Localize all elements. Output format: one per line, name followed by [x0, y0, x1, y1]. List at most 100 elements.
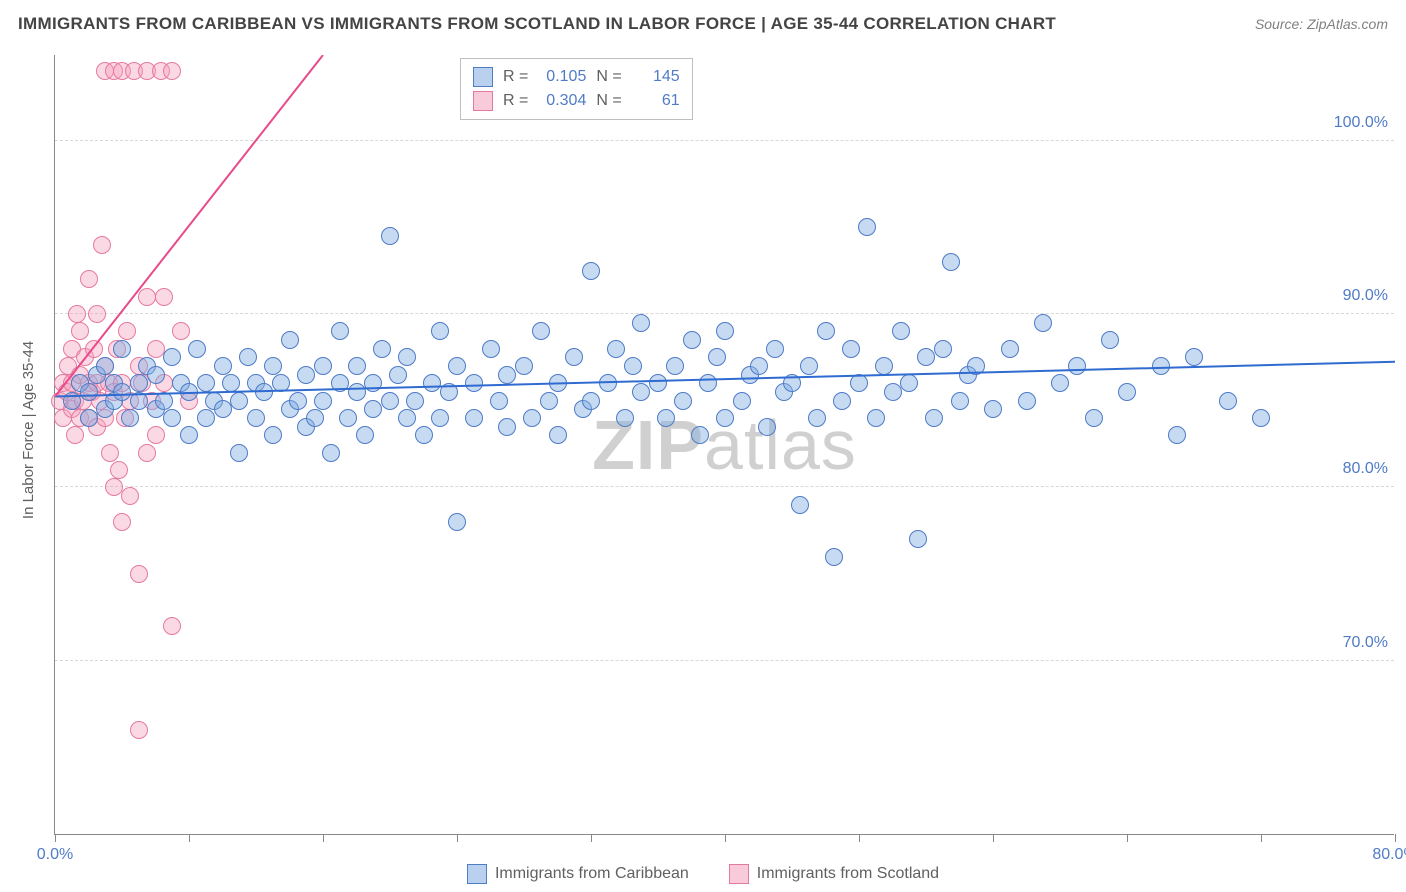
- data-point: [163, 409, 181, 427]
- x-tick: [457, 834, 458, 842]
- title-bar: IMMIGRANTS FROM CARIBBEAN VS IMMIGRANTS …: [18, 14, 1388, 34]
- data-point: [1085, 409, 1103, 427]
- data-point: [130, 392, 148, 410]
- data-point: [1152, 357, 1170, 375]
- data-point: [373, 340, 391, 358]
- data-point: [1219, 392, 1237, 410]
- data-point: [63, 392, 81, 410]
- data-point: [632, 383, 650, 401]
- data-point: [674, 392, 692, 410]
- legend-label: Immigrants from Caribbean: [495, 865, 689, 883]
- data-point: [155, 392, 173, 410]
- data-point: [867, 409, 885, 427]
- grid-line: [55, 140, 1394, 141]
- y-tick-label: 80.0%: [1343, 460, 1388, 478]
- data-point: [281, 331, 299, 349]
- data-point: [1118, 383, 1136, 401]
- data-point: [808, 409, 826, 427]
- data-point: [306, 409, 324, 427]
- data-point: [68, 305, 86, 323]
- data-point: [708, 348, 726, 366]
- data-point: [733, 392, 751, 410]
- data-point: [239, 348, 257, 366]
- data-point: [984, 400, 1002, 418]
- data-point: [540, 392, 558, 410]
- data-point: [699, 374, 717, 392]
- data-point: [180, 383, 198, 401]
- data-point: [1101, 331, 1119, 349]
- x-tick: [859, 834, 860, 842]
- data-point: [289, 392, 307, 410]
- data-point: [314, 392, 332, 410]
- data-point: [71, 322, 89, 340]
- stats-row: R =0.304N =61: [473, 89, 680, 113]
- x-tick: [323, 834, 324, 842]
- data-point: [850, 374, 868, 392]
- data-point: [934, 340, 952, 358]
- data-point: [398, 348, 416, 366]
- data-point: [163, 62, 181, 80]
- y-tick-label: 90.0%: [1343, 287, 1388, 305]
- n-value: 145: [632, 68, 680, 86]
- data-point: [448, 513, 466, 531]
- data-point: [465, 409, 483, 427]
- data-point: [381, 392, 399, 410]
- data-point: [113, 340, 131, 358]
- data-point: [599, 374, 617, 392]
- data-point: [118, 322, 136, 340]
- data-point: [415, 426, 433, 444]
- data-point: [833, 392, 851, 410]
- data-point: [110, 461, 128, 479]
- data-point: [364, 374, 382, 392]
- data-point: [1001, 340, 1019, 358]
- data-point: [691, 426, 709, 444]
- r-label: R =: [503, 92, 528, 110]
- data-point: [88, 305, 106, 323]
- data-point: [389, 366, 407, 384]
- data-point: [147, 426, 165, 444]
- data-point: [842, 340, 860, 358]
- data-point: [657, 409, 675, 427]
- data-point: [322, 444, 340, 462]
- data-point: [230, 444, 248, 462]
- n-value: 61: [632, 92, 680, 110]
- data-point: [130, 374, 148, 392]
- grid-line: [55, 660, 1394, 661]
- data-point: [80, 270, 98, 288]
- data-point: [716, 409, 734, 427]
- data-point: [884, 383, 902, 401]
- data-point: [565, 348, 583, 366]
- data-point: [121, 487, 139, 505]
- data-point: [101, 444, 119, 462]
- x-tick: [591, 834, 592, 842]
- data-point: [624, 357, 642, 375]
- data-point: [172, 322, 190, 340]
- data-point: [1252, 409, 1270, 427]
- data-point: [1018, 392, 1036, 410]
- data-point: [817, 322, 835, 340]
- data-point: [348, 383, 366, 401]
- data-point: [800, 357, 818, 375]
- data-point: [858, 218, 876, 236]
- data-point: [105, 478, 123, 496]
- data-point: [339, 409, 357, 427]
- data-point: [431, 409, 449, 427]
- data-point: [549, 374, 567, 392]
- data-point: [264, 426, 282, 444]
- source-label: Source: ZipAtlas.com: [1255, 16, 1388, 32]
- data-point: [515, 357, 533, 375]
- data-point: [406, 392, 424, 410]
- data-point: [130, 565, 148, 583]
- y-tick-label: 100.0%: [1334, 114, 1388, 132]
- data-point: [96, 357, 114, 375]
- trend-lines: [55, 55, 1395, 835]
- data-point: [113, 513, 131, 531]
- x-tick: [55, 834, 56, 842]
- x-tick: [1127, 834, 1128, 842]
- data-point: [917, 348, 935, 366]
- data-point: [683, 331, 701, 349]
- data-point: [582, 262, 600, 280]
- data-point: [448, 357, 466, 375]
- data-point: [80, 409, 98, 427]
- stats-row: R =0.105N =145: [473, 65, 680, 89]
